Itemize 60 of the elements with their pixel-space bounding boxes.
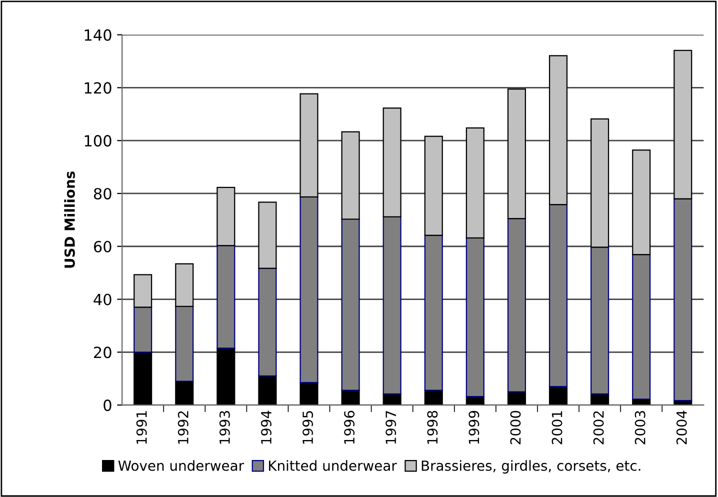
- x-tick-label: 2003: [634, 411, 646, 444]
- x-tick-label: 1996: [344, 410, 355, 444]
- y-tick-label: 80: [94, 188, 112, 200]
- bar: [134, 306, 152, 353]
- bar: [300, 382, 318, 406]
- bar: [175, 263, 194, 307]
- bar: [216, 245, 236, 349]
- bar: [134, 274, 152, 308]
- bar: [175, 306, 194, 382]
- bar: [507, 88, 526, 220]
- bar: [548, 204, 568, 388]
- bar: [674, 198, 692, 402]
- bar: [175, 380, 194, 406]
- bar: [258, 202, 277, 269]
- x-tick-label: 1995: [302, 411, 314, 444]
- bar: [466, 237, 484, 398]
- x-tick-label: 2001: [552, 411, 562, 444]
- bar: [507, 218, 526, 392]
- x-tick-label: 1991: [136, 411, 147, 444]
- legend-label: Knitted underwear: [269, 460, 397, 471]
- y-tick-label: 20: [94, 346, 112, 358]
- bar: [216, 186, 236, 246]
- bar: [590, 118, 610, 248]
- legend-label: Brassieres, girdles, corsets, etc.: [422, 460, 640, 474]
- y-tick-label: 60: [94, 240, 112, 252]
- x-tick-label: 1997: [386, 411, 396, 444]
- bar: [674, 50, 692, 200]
- bar: [466, 127, 484, 238]
- legend-label: Woven underwear: [118, 460, 244, 471]
- x-tick-label: 1999: [468, 410, 480, 444]
- bar: [382, 216, 402, 394]
- bar: [300, 93, 318, 198]
- y-tick-label: 120: [84, 82, 112, 94]
- y-axis-title: USD Millions: [64, 171, 75, 268]
- x-tick-label: 2002: [593, 411, 604, 444]
- bar: [424, 136, 443, 236]
- bar: [216, 348, 236, 406]
- bar: [590, 246, 610, 394]
- bar: [632, 254, 651, 400]
- bar: [548, 386, 568, 406]
- bar: [548, 55, 568, 206]
- bar: [632, 150, 651, 256]
- y-tick-label: 100: [84, 135, 112, 147]
- bar: [341, 131, 360, 220]
- x-tick-label: 1994: [260, 410, 272, 444]
- x-tick-label: 2000: [510, 410, 521, 444]
- bar: [300, 196, 318, 384]
- bar: [341, 218, 360, 391]
- bar: [424, 234, 443, 391]
- y-tick-label: 140: [84, 29, 112, 41]
- y-tick-label: 40: [94, 294, 112, 306]
- bar: [134, 352, 152, 406]
- x-tick-label: 2004: [676, 410, 687, 444]
- x-tick-label: 1992: [178, 411, 188, 444]
- y-tick-label: 0: [104, 400, 112, 412]
- bar: [258, 268, 277, 377]
- bar: [382, 107, 402, 218]
- x-tick-label: 1998: [427, 410, 438, 444]
- bar: [258, 375, 277, 406]
- x-tick-label: 1993: [219, 411, 230, 444]
